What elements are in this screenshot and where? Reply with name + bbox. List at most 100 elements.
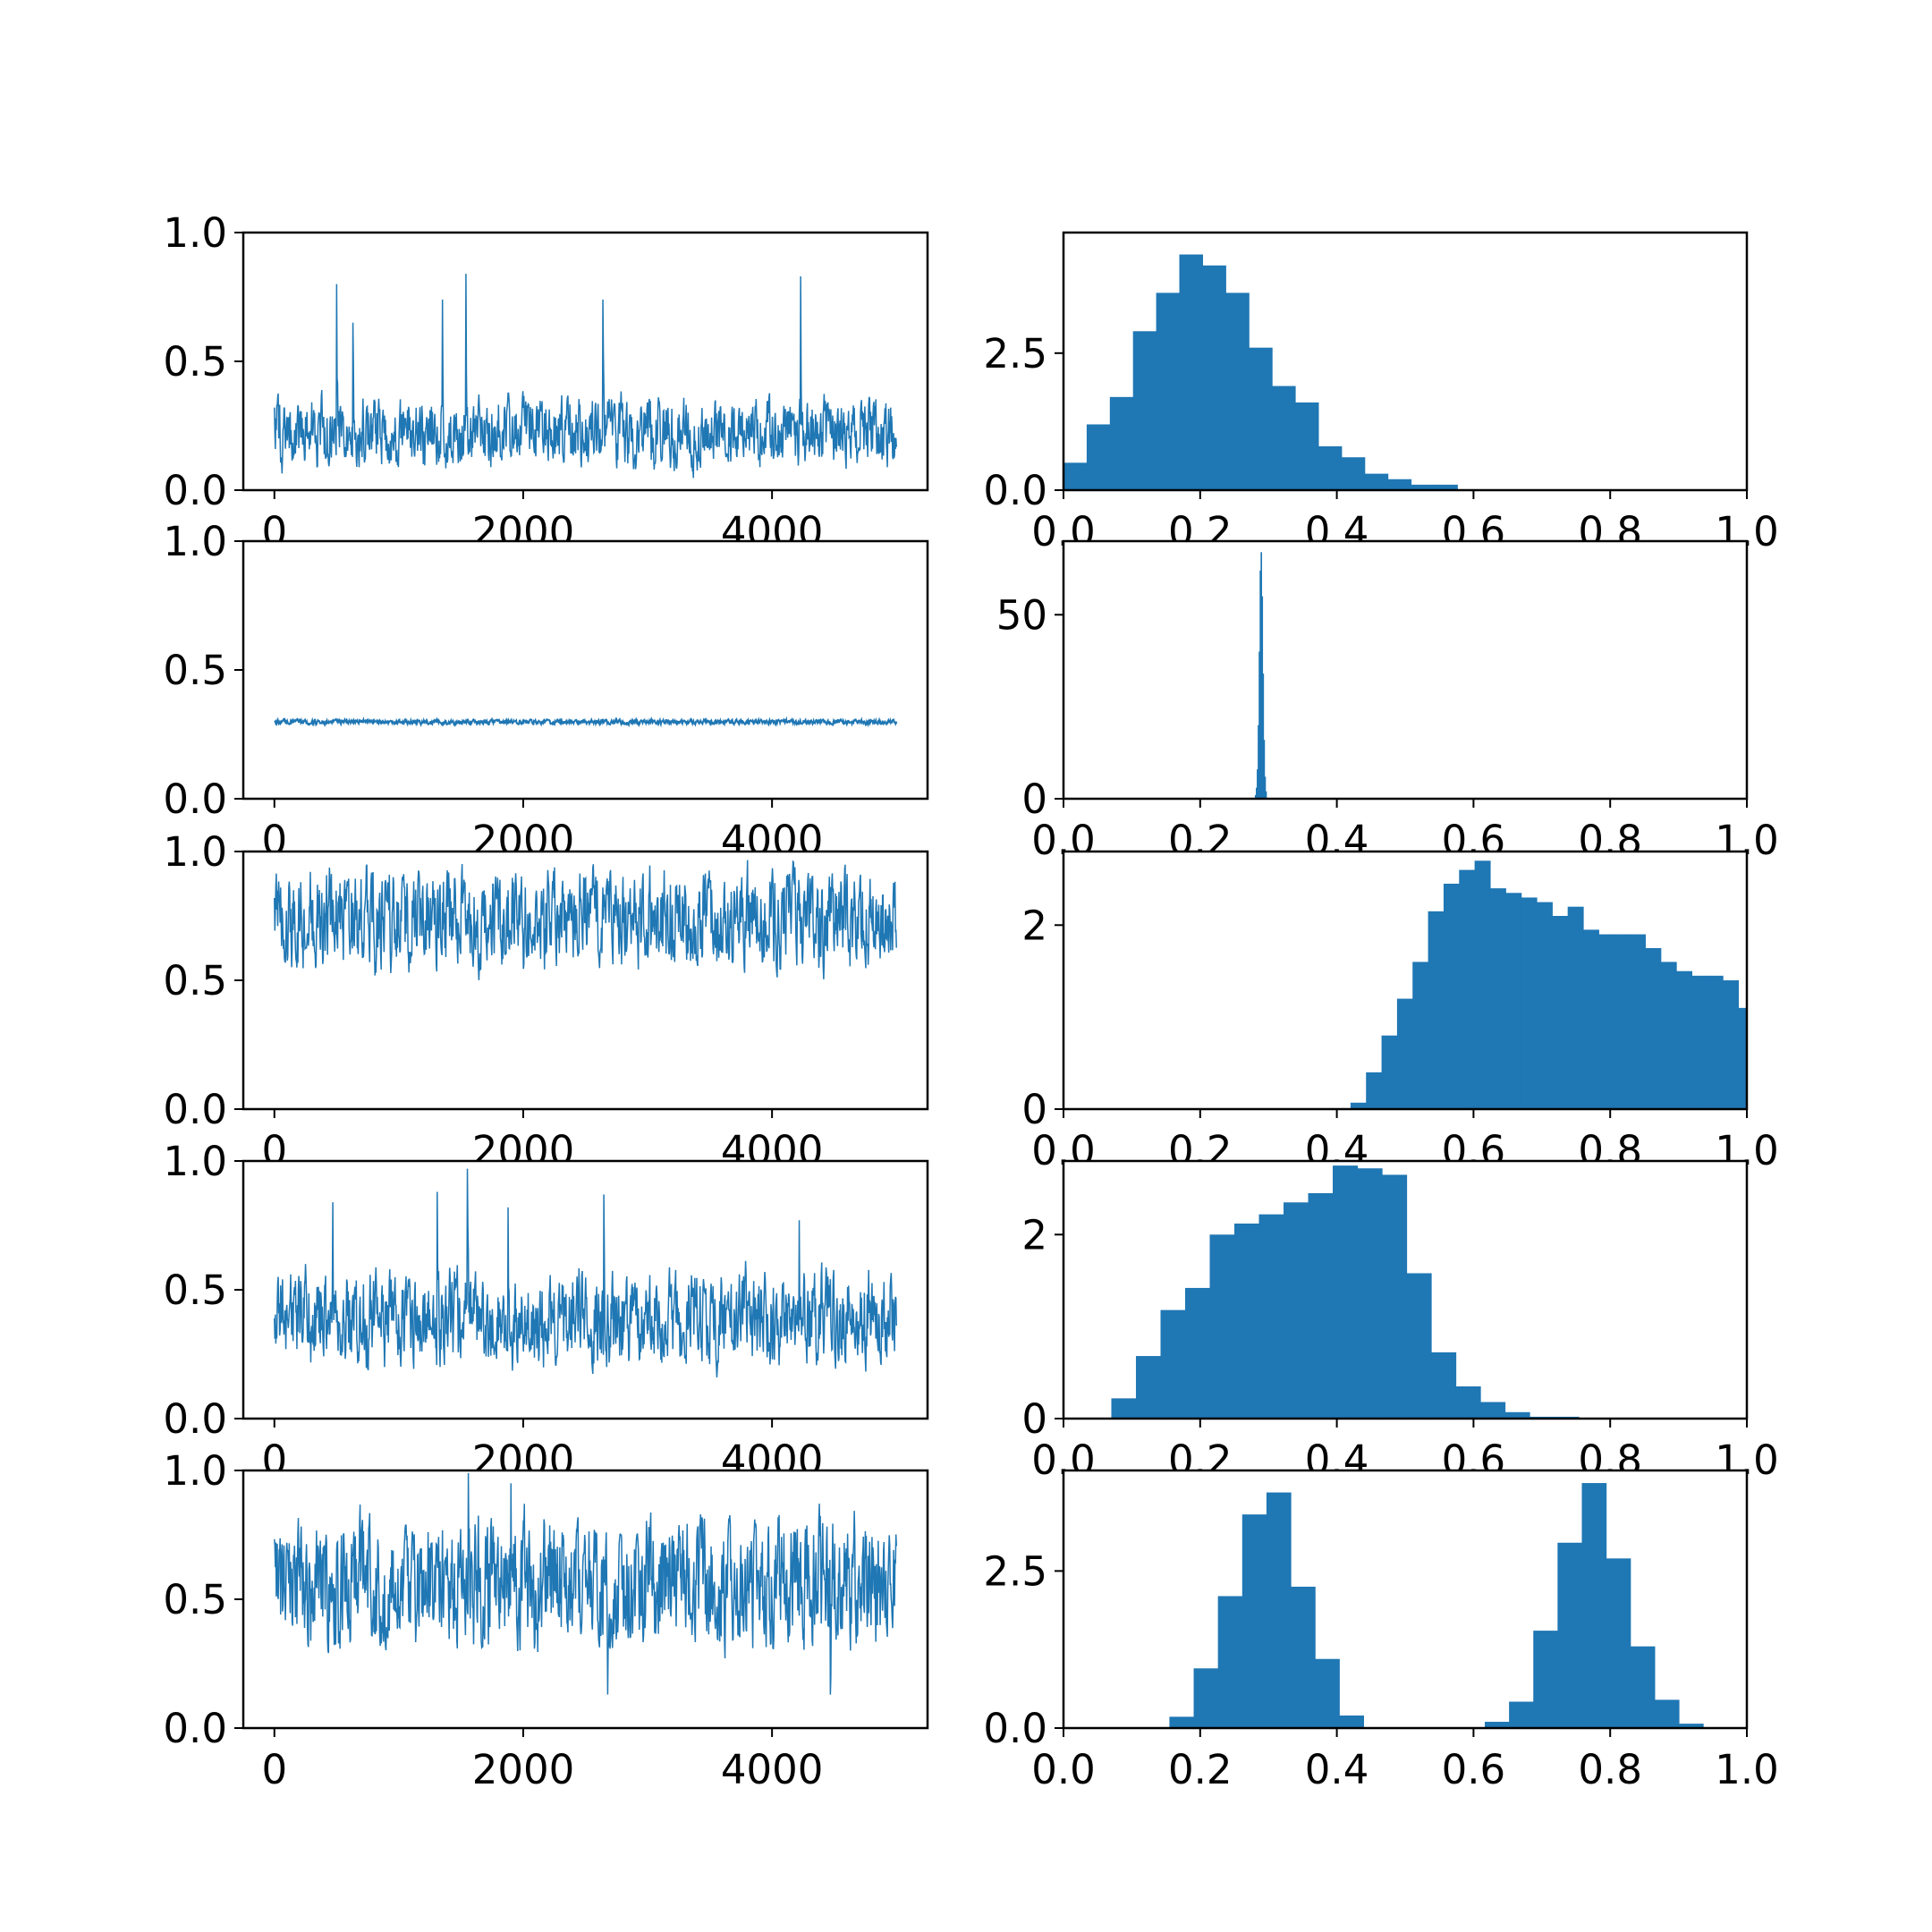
histogram-bar xyxy=(1480,1402,1506,1419)
histogram-bar xyxy=(1202,265,1226,490)
histogram-bar xyxy=(1455,1386,1481,1419)
histogram-bar xyxy=(1598,934,1615,1109)
trace-line xyxy=(274,860,897,980)
histogram-bar xyxy=(1225,292,1250,490)
histogram-bar xyxy=(1295,402,1319,490)
histogram-bar xyxy=(1193,1668,1219,1728)
histogram-bar xyxy=(1581,1483,1607,1728)
histogram-bar xyxy=(1209,1234,1235,1419)
trace-line xyxy=(274,274,897,479)
y-tick-label: 50 xyxy=(996,591,1047,639)
histogram-bar xyxy=(1249,347,1273,490)
x-tick-label: 0.4 xyxy=(1305,1746,1369,1793)
histogram-bar xyxy=(1406,1273,1432,1419)
histogram-bar xyxy=(1291,1586,1316,1728)
histogram-bar xyxy=(1263,740,1266,799)
y-tick-label: 2.5 xyxy=(983,330,1047,377)
histogram-bar xyxy=(1428,911,1445,1109)
y-tick-label: 1.0 xyxy=(163,209,227,257)
histogram-bar xyxy=(1396,998,1413,1109)
histogram-bar xyxy=(1132,331,1157,490)
histogram-bar xyxy=(1411,484,1435,490)
x-tick-label: 4000 xyxy=(721,1746,824,1793)
plot-area xyxy=(1111,1165,1580,1419)
histogram-bar xyxy=(1350,1102,1367,1109)
trace-line xyxy=(274,1168,897,1377)
histogram-bar xyxy=(1308,1193,1334,1419)
histogram-bar xyxy=(1255,787,1258,799)
histogram-bar xyxy=(1339,1715,1364,1728)
histogram-bar xyxy=(1357,1168,1383,1419)
histogram-bar xyxy=(1630,1646,1656,1728)
axes-frame xyxy=(1062,1469,1749,1730)
histogram-bar xyxy=(1412,962,1429,1109)
histogram-bar xyxy=(1258,1214,1284,1419)
histogram-bar xyxy=(1266,1492,1292,1728)
histogram-bar xyxy=(1156,292,1181,490)
histogram-bar xyxy=(1660,962,1677,1109)
x-tick-label: 0.0 xyxy=(1031,1746,1096,1793)
histogram-bar xyxy=(1341,457,1366,490)
histogram-bar xyxy=(1552,916,1569,1109)
y-tick-label: 0.0 xyxy=(163,1395,227,1443)
trace-line xyxy=(274,716,898,728)
histogram-bar xyxy=(1262,674,1265,799)
histogram-bar xyxy=(1382,1174,1408,1419)
histogram-bar xyxy=(1583,929,1599,1109)
histogram-bar xyxy=(1179,254,1203,490)
histogram-bar xyxy=(1504,1411,1530,1419)
y-tick-label: 0.0 xyxy=(163,1086,227,1133)
histogram-bar xyxy=(1676,970,1693,1109)
histogram-bar xyxy=(1254,794,1257,799)
y-tick-label: 0.0 xyxy=(163,1705,227,1752)
y-tick-label: 2 xyxy=(1021,902,1047,949)
axes-background xyxy=(243,541,928,799)
y-tick-label: 0 xyxy=(1021,1086,1047,1133)
histogram-bar xyxy=(1443,884,1460,1109)
histogram-bar xyxy=(1063,462,1088,490)
histogram-bar xyxy=(1261,596,1264,799)
histogram-bar xyxy=(1536,902,1553,1109)
histogram-bar xyxy=(1364,473,1389,490)
y-tick-label: 1.0 xyxy=(163,1138,227,1185)
x-tick-label: 0.8 xyxy=(1578,1746,1642,1793)
axes-frame xyxy=(1062,539,1749,801)
axes-background xyxy=(1063,541,1747,799)
histogram-bar xyxy=(1160,1309,1186,1419)
x-tick-label: 0.6 xyxy=(1442,1746,1506,1793)
histogram-bar xyxy=(1459,869,1476,1109)
histogram-bar xyxy=(1264,776,1267,799)
histogram-bar xyxy=(1318,445,1343,490)
x-tick-label: 1.0 xyxy=(1715,1746,1779,1793)
histogram-bar xyxy=(1184,1287,1211,1419)
plot-area xyxy=(274,1472,897,1695)
histogram-bar xyxy=(1431,1352,1457,1419)
plot-area xyxy=(274,1168,897,1377)
histogram-bar xyxy=(1258,651,1260,799)
histogram-plot-5: 0.0 2.5 0.0 0.2 0.4 0.6 0.8 1.0 xyxy=(983,1469,1779,1793)
histogram-bar xyxy=(1474,860,1491,1109)
histogram-bar xyxy=(1257,769,1258,799)
x-tick-label: 0.2 xyxy=(1168,1746,1233,1793)
histogram-bar xyxy=(1606,1558,1631,1728)
histogram-bar xyxy=(1434,484,1458,490)
plot-area xyxy=(274,274,897,479)
y-tick-label: 1.0 xyxy=(163,1447,227,1495)
histogram-bar xyxy=(1284,1202,1309,1419)
y-tick-label: 0.0 xyxy=(983,1705,1047,1752)
plot-area xyxy=(1254,552,1267,799)
histogram-bar xyxy=(1509,1701,1534,1728)
histogram-bar xyxy=(1234,1223,1260,1419)
histogram-bar xyxy=(1265,791,1267,799)
histogram-bar xyxy=(1333,1165,1359,1419)
histogram-bar xyxy=(1505,893,1522,1109)
trace-plot-3: 0.00.51.00 2000 4000 xyxy=(163,828,929,1174)
histogram-bar xyxy=(1109,396,1134,490)
histogram-bar xyxy=(1169,1716,1195,1728)
histogram-bar xyxy=(1315,1658,1340,1728)
x-tick-label: 2000 xyxy=(472,1746,575,1793)
axes-frame xyxy=(1062,231,1749,492)
axes-frame xyxy=(1062,1159,1749,1420)
plot-area xyxy=(1063,254,1458,490)
